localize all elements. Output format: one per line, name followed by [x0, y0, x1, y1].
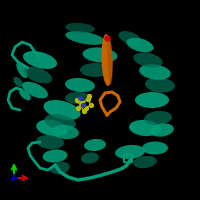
Ellipse shape — [80, 63, 110, 77]
Ellipse shape — [139, 64, 171, 80]
Ellipse shape — [135, 92, 169, 108]
Ellipse shape — [44, 100, 80, 120]
Ellipse shape — [65, 23, 95, 33]
Ellipse shape — [83, 47, 117, 63]
Ellipse shape — [145, 77, 175, 93]
Ellipse shape — [115, 145, 145, 159]
Ellipse shape — [16, 62, 28, 78]
Ellipse shape — [150, 123, 174, 137]
Ellipse shape — [43, 149, 67, 163]
Ellipse shape — [133, 156, 157, 168]
Ellipse shape — [36, 120, 68, 136]
Ellipse shape — [144, 111, 172, 125]
Ellipse shape — [129, 120, 161, 136]
Ellipse shape — [50, 162, 70, 174]
Ellipse shape — [22, 82, 48, 98]
Ellipse shape — [51, 125, 79, 139]
Ellipse shape — [19, 90, 31, 100]
Ellipse shape — [65, 31, 105, 45]
Ellipse shape — [65, 78, 95, 92]
Ellipse shape — [107, 35, 113, 85]
Ellipse shape — [13, 77, 23, 87]
Ellipse shape — [119, 31, 141, 45]
Ellipse shape — [84, 139, 106, 151]
Ellipse shape — [81, 152, 99, 164]
Ellipse shape — [36, 135, 64, 149]
Ellipse shape — [23, 51, 57, 69]
Ellipse shape — [65, 92, 91, 104]
Ellipse shape — [133, 52, 163, 68]
Ellipse shape — [44, 114, 76, 130]
Ellipse shape — [126, 38, 154, 52]
Ellipse shape — [101, 34, 113, 86]
Ellipse shape — [142, 142, 168, 154]
Ellipse shape — [24, 67, 52, 83]
